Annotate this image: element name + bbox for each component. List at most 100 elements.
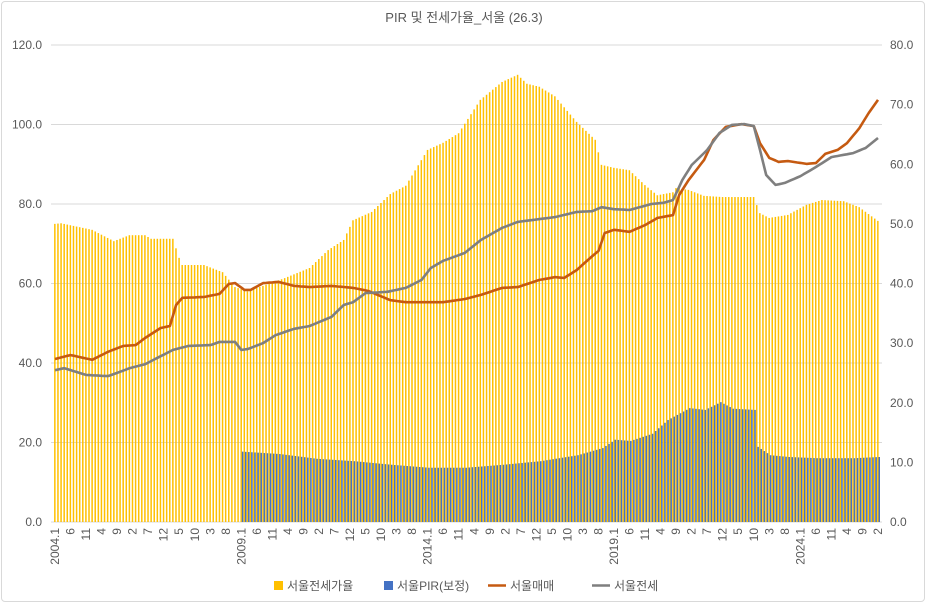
jeonse-ratio-bar: [631, 173, 634, 522]
jeonse-ratio-bar: [647, 187, 649, 522]
pir-bar: [872, 457, 874, 522]
x-tick-label: 11: [452, 528, 466, 541]
pir-bar: [564, 457, 567, 522]
pir-bar: [831, 458, 834, 522]
x-tick-label: 4: [467, 528, 481, 535]
jeonse-ratio-bar: [252, 289, 255, 522]
jeonse-ratio-bar: [361, 216, 364, 522]
jeonse-ratio-bar: [873, 218, 876, 522]
jeonse-ratio-bar: [662, 194, 665, 522]
x-tick-label: 5: [731, 528, 745, 535]
jeonse-ratio-bar: [501, 81, 503, 522]
jeonse-ratio-bar: [172, 238, 174, 522]
jeonse-ratio-bar: [234, 287, 236, 522]
jeonse-ratio-bar: [175, 248, 177, 523]
jeonse-ratio-bar: [849, 203, 851, 523]
x-tick-label: 4: [840, 528, 854, 535]
pir-bar: [853, 458, 856, 522]
pir-bar: [536, 461, 539, 522]
pir-bar: [577, 455, 579, 522]
jeonse-ratio-bar: [625, 169, 628, 522]
pir-bar: [676, 414, 679, 522]
left-tick-label: 40.0: [19, 356, 43, 370]
jeonse-ratio-bar: [656, 195, 659, 522]
jeonse-ratio-bar: [867, 214, 870, 523]
pir-bar: [807, 457, 809, 522]
pir-bar: [729, 407, 731, 522]
pir-bar: [785, 456, 787, 522]
pir-bar: [484, 466, 486, 522]
jeonse-ratio-bar: [218, 270, 221, 522]
x-tick-label: 2: [685, 528, 699, 535]
jeonse-ratio-bar: [339, 242, 342, 522]
jeonse-ratio-bar: [833, 200, 836, 522]
jeonse-ratio-bar: [212, 268, 214, 522]
jeonse-ratio-bar: [200, 265, 202, 522]
jeonse-ratio-bar: [420, 160, 423, 522]
pir-bar: [546, 460, 548, 522]
pir-bar: [633, 439, 635, 522]
jeonse-ratio-bar: [128, 235, 131, 523]
jeonse-ratio-bar: [529, 84, 531, 523]
x-tick-label: 6: [64, 528, 78, 535]
jeonse-ratio-bar: [464, 123, 466, 522]
jeonse-ratio-bar: [63, 223, 65, 522]
pir-bar: [462, 467, 464, 522]
legend-swatch: [274, 581, 283, 590]
pir-bar: [549, 459, 551, 522]
left-tick-label: 120.0: [12, 38, 42, 52]
pir-bar: [797, 457, 800, 522]
jeonse-ratio-bar: [144, 235, 146, 523]
pir-bar: [300, 456, 303, 522]
x-tick-label: 5: [545, 528, 559, 535]
pir-bar: [667, 420, 669, 522]
jeonse-ratio-bar: [482, 97, 485, 522]
jeonse-ratio-bar: [864, 211, 867, 522]
jeonse-ratio-bar: [877, 220, 879, 523]
pir-bar: [717, 403, 719, 522]
jeonse-ratio-bar: [641, 182, 643, 522]
pir-bar: [614, 439, 617, 522]
jeonse-ratio-bar: [178, 257, 180, 522]
jeonse-ratio-bar: [762, 214, 764, 523]
jeonse-ratio-bar: [600, 164, 603, 522]
pir-bar: [375, 463, 377, 522]
jeonse-ratio-bar: [498, 84, 500, 522]
jeonse-ratio-bar: [268, 283, 270, 522]
lines: [54, 99, 880, 378]
pir-bar: [698, 409, 700, 522]
pir-bar: [456, 467, 458, 522]
chart-title: PIR 및 전세가율_서울 (26.3): [385, 10, 542, 25]
pir-bar: [518, 463, 520, 522]
pir-bar: [508, 464, 511, 522]
pir-bar: [512, 463, 514, 522]
pir-bar: [744, 409, 747, 522]
pir-bar: [679, 413, 682, 522]
pir-bar: [878, 457, 880, 522]
pir-bar: [670, 418, 672, 522]
pir-bar: [822, 458, 825, 522]
right-tick-label: 20.0: [890, 396, 914, 410]
pir-bar: [307, 457, 309, 522]
pir-bar: [776, 455, 778, 522]
jeonse-ratio-bar: [215, 269, 218, 522]
jeonse-ratio-bar: [839, 201, 842, 522]
jeonse-ratio-bar: [460, 128, 463, 522]
pir-bar: [816, 458, 818, 522]
pir-bar: [617, 439, 620, 522]
pir-bar: [850, 458, 853, 522]
right-tick-label: 70.0: [890, 98, 914, 112]
pir-bar: [366, 462, 368, 522]
jeonse-ratio-bar: [544, 90, 547, 522]
jeonse-ratio-bar: [411, 175, 413, 522]
pir-bar: [592, 450, 595, 522]
jeonse-ratio-bar: [560, 103, 562, 523]
jeonse-ratio-bar: [395, 190, 398, 522]
jeonse-ratio-bar: [237, 288, 239, 522]
jeonse-ratio-bar: [861, 209, 864, 522]
pir-bar: [477, 466, 480, 522]
pir-bar: [530, 462, 533, 522]
x-tick-label: 2024.1: [793, 528, 807, 565]
jeonse-ratio-bar: [287, 276, 289, 522]
jeonse-ratio-bar: [783, 215, 786, 522]
